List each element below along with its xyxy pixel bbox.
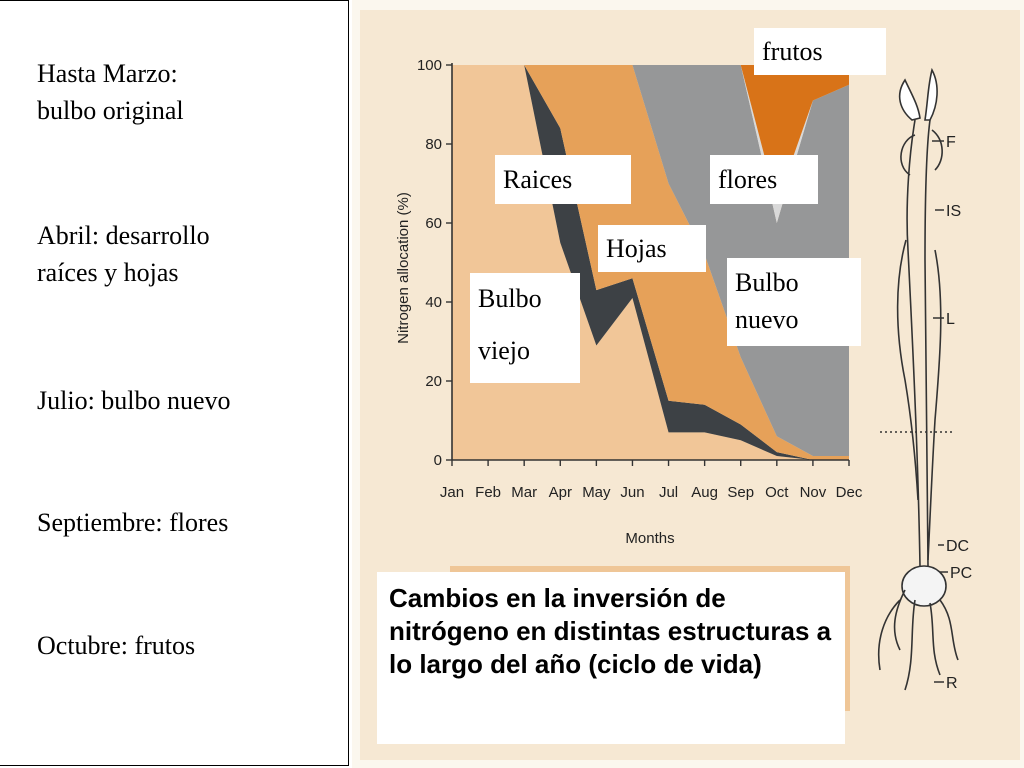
plant-label-dc: DC [946, 538, 969, 555]
x-tick-label-jan: Jan [440, 484, 464, 501]
label-bulbo-nuevo: Bulbo nuevo [727, 258, 861, 346]
x-tick-label-nov: Nov [800, 484, 827, 501]
x-tick-label-feb: Feb [475, 484, 501, 501]
y-axis-title: Nitrogen allocation (%) [395, 192, 412, 344]
y-tick-label-60: 60 [425, 215, 442, 232]
x-tick-label-aug: Aug [691, 484, 718, 501]
timeline-item-septiembre: Septiembre: flores [37, 508, 229, 537]
label-flores: flores [710, 155, 818, 204]
timeline-item-marzo: Hasta Marzo: bulbo original [37, 59, 184, 125]
x-tick-label-may: May [582, 484, 611, 501]
timeline-item-julio: Julio: bulbo nuevo [37, 386, 231, 415]
label-raices: Raices [495, 155, 631, 204]
plant-label-is: IS [946, 203, 961, 220]
x-tick-label-sep: Sep [727, 484, 754, 501]
label-bulbo-viejo: Bulbo viejo [470, 273, 580, 383]
y-tick-label-80: 80 [425, 136, 442, 153]
label-hojas: Hojas [598, 225, 706, 272]
plant-label-pc: PC [950, 565, 972, 582]
plant-label-f: F [946, 134, 956, 151]
figure-caption: Cambios en la inversión de nitrógeno en … [377, 572, 845, 744]
x-tick-label-jul: Jul [659, 484, 678, 501]
x-tick-label-jun: Jun [620, 484, 644, 501]
plant-label-r: R [946, 675, 958, 692]
timeline-item-octubre: Octubre: frutos [37, 631, 196, 660]
timeline-panel: Hasta Marzo: bulbo original Abril: desar… [0, 0, 349, 766]
area-frutos [452, 65, 849, 204]
plant-label-l: L [946, 311, 955, 328]
x-tick-label-mar: Mar [511, 484, 537, 501]
y-tick-label-100: 100 [417, 57, 442, 74]
x-tick-label-dec: Dec [836, 484, 863, 501]
timeline-item-abril: Abril: desarrollo raíces y hojas [37, 221, 210, 287]
x-axis-title: Months [625, 530, 674, 547]
label-frutos: frutos [754, 28, 886, 75]
y-tick-label-20: 20 [425, 373, 442, 390]
y-tick-label-0: 0 [434, 452, 442, 469]
chart-axes: 0 20 40 60 80 100 Jan Feb Mar Apr May Jun Jul Aug Sep O… [417, 57, 863, 501]
x-tick-label-oct: Oct [765, 484, 789, 501]
x-tick-label-apr: Apr [549, 484, 572, 501]
plant-illustration-icon [877, 67, 959, 691]
y-tick-label-40: 40 [425, 294, 442, 311]
